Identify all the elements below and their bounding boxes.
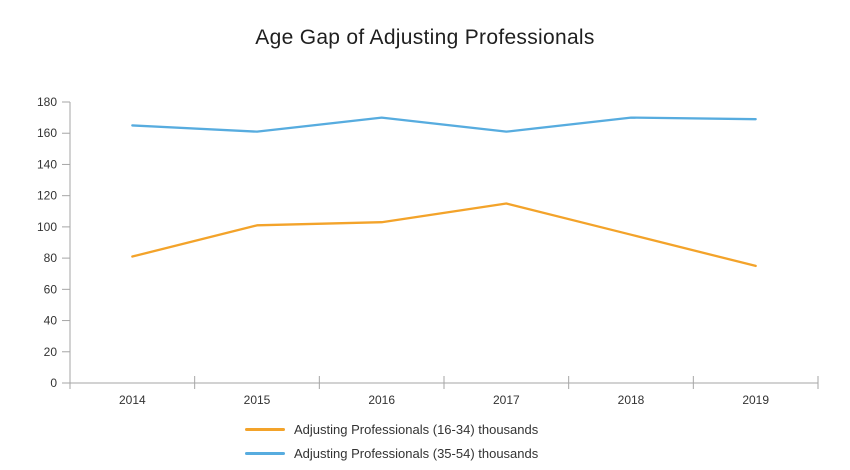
y-tick-label: 40 xyxy=(44,314,58,328)
x-tick-label: 2016 xyxy=(368,393,395,407)
x-tick-label: 2017 xyxy=(493,393,520,407)
y-tick-label: 140 xyxy=(37,157,57,171)
legend-label-16-34: Adjusting Professionals (16-34) thousand… xyxy=(294,422,539,437)
y-tick-label: 20 xyxy=(44,345,58,359)
y-tick-label: 80 xyxy=(44,251,58,265)
y-tick-label: 0 xyxy=(50,376,57,390)
chart-title: Age Gap of Adjusting Professionals xyxy=(255,26,595,49)
legend-item-35-54: Adjusting Professionals (35-54) thousand… xyxy=(245,446,538,461)
x-tick-label: 2018 xyxy=(618,393,645,407)
legend-line-swatch-16-34-icon xyxy=(245,428,285,431)
x-tick-label: 2015 xyxy=(244,393,271,407)
y-tick-label: 120 xyxy=(37,189,57,203)
legend-item-16-34: Adjusting Professionals (16-34) thousand… xyxy=(245,422,538,437)
x-tick-label: 2019 xyxy=(742,393,769,407)
series-line-0 xyxy=(131,202,757,268)
legend-label-35-54: Adjusting Professionals (35-54) thousand… xyxy=(294,446,539,461)
y-tick-label: 60 xyxy=(44,282,58,296)
y-tick-label: 160 xyxy=(37,126,57,140)
x-tick-label: 2014 xyxy=(119,393,146,407)
y-tick-label: 180 xyxy=(37,95,57,109)
series-line-1 xyxy=(131,116,757,133)
legend-line-swatch-35-54-icon xyxy=(245,452,285,455)
y-tick-label: 100 xyxy=(37,220,57,234)
chart-legend: Adjusting Professionals (16-34) thousand… xyxy=(245,422,538,461)
